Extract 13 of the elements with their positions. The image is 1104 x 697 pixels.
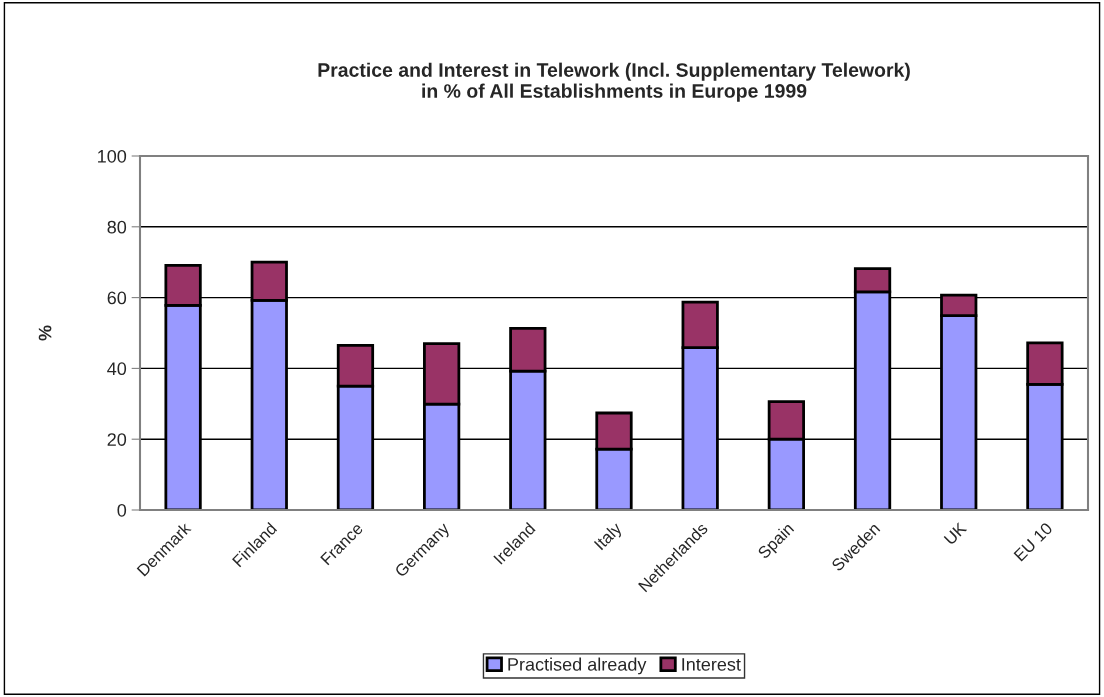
chart-title: Practice and Interest in Telework (Incl. Supplementary Telework) in % of All Establishments in Europe 1999 [318, 62, 910, 102]
legend-label: Interest [682, 658, 741, 671]
y-tick-label: 0 [117, 503, 127, 517]
x-tick-label: UK [943, 521, 968, 546]
y-tick-label: 100 [98, 149, 127, 163]
x-tick-label: Italy [593, 521, 625, 553]
x-tick-label: EU 10 [1013, 521, 1054, 562]
y-tick-label: 60 [107, 291, 127, 305]
y-tick-label: 20 [107, 433, 127, 446]
y-tick-label: 40 [107, 362, 127, 376]
y-axis-title: % [38, 325, 52, 341]
y-tick-label: 80 [107, 220, 127, 234]
legend-label: Practised already [508, 657, 647, 675]
